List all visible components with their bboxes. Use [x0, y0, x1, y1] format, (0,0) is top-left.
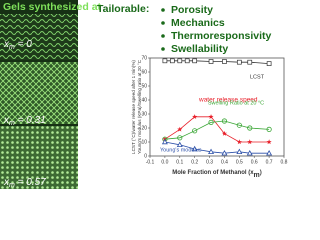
marker — [266, 149, 273, 156]
series-line — [164, 60, 270, 64]
panel-label-part: x — [3, 39, 10, 50]
panel-label-part: m — [9, 44, 15, 51]
marker — [177, 135, 183, 141]
x-axis-title-part: x — [250, 170, 254, 176]
bullet-dot — [161, 47, 165, 51]
marker — [266, 126, 272, 132]
series-label: Young's modulus — [160, 147, 202, 153]
y-tick-label: 60 — [141, 69, 147, 75]
marker — [221, 118, 228, 124]
marker — [169, 58, 175, 64]
page: {"header": {"left": "Gels synthesized at… — [0, 0, 288, 189]
marker — [208, 59, 214, 64]
marker — [192, 58, 198, 64]
x-tick-label: 0.4 — [221, 159, 228, 165]
x-tick-label: 0.1 — [176, 159, 183, 165]
micrograph — [0, 126, 78, 189]
marker — [236, 59, 242, 65]
header-left: Gels synthesized at — [3, 1, 102, 13]
graphic: Gels synthesized at Tailorable: Porosity… — [0, 0, 288, 189]
panel-label-part: x — [3, 177, 10, 188]
marker — [208, 114, 214, 119]
y-axis-title: Young's modulus (KPa)/Swelling ratio at … — [137, 59, 142, 154]
x-tick-label: 0.8 — [281, 159, 288, 165]
panel-label-part: = 0 — [15, 39, 32, 50]
series-line — [164, 116, 270, 143]
x-tick-label: 0.2 — [191, 159, 198, 165]
marker — [246, 149, 253, 156]
marker — [177, 126, 183, 132]
y-tick-label: 40 — [141, 97, 147, 103]
bullet-text: Mechanics — [171, 17, 225, 29]
marker — [236, 148, 243, 155]
marker — [161, 138, 168, 145]
x-tick-label: 0.3 — [206, 159, 213, 165]
marker — [221, 130, 228, 136]
x-tick-label: 0.7 — [266, 159, 273, 165]
marker — [208, 119, 214, 126]
panel-label-part: m — [9, 182, 15, 189]
marker — [236, 122, 242, 128]
bullet-dot — [161, 8, 165, 12]
marker — [236, 139, 242, 145]
panel-label: xm = 0 — [3, 39, 32, 52]
x-tick-label: 0.0 — [161, 159, 168, 165]
series-line — [164, 141, 270, 154]
x-tick-label: -0.1 — [146, 159, 155, 165]
marker — [176, 141, 183, 148]
header-middle: Tailorable: — [97, 3, 149, 15]
marker — [266, 139, 272, 145]
micrograph — [0, 14, 78, 60]
series-label: LCST — [250, 74, 265, 80]
panel-label-part: m — [9, 120, 15, 127]
series-label: Swelling Ratio at 20 °C — [208, 100, 264, 106]
bullet-text: Swellability — [171, 43, 228, 55]
marker — [222, 59, 227, 64]
x-axis-title: Mole Fraction of Methanol (xm) — [172, 170, 262, 180]
y-tick-label: 20 — [141, 125, 147, 131]
marker — [191, 145, 198, 152]
bullet-text: Porosity — [171, 4, 213, 16]
panel-label-part: x — [3, 115, 10, 126]
x-tick-label: 0.5 — [236, 159, 243, 165]
x-axis-title-part: ) — [260, 170, 262, 176]
bullet-dot — [161, 21, 165, 25]
y-tick-label: 70 — [141, 55, 147, 61]
panel-label: xm = 0.57 — [3, 177, 46, 189]
series-label: water release speed — [198, 97, 258, 104]
bullet-text: Thermoresponsivity — [171, 30, 272, 42]
panel-label: xm = 0.31 — [3, 115, 46, 128]
panel-label-part: = 0.57 — [15, 177, 46, 188]
y-tick-label: 10 — [141, 139, 147, 145]
marker — [266, 61, 272, 66]
micrograph — [0, 62, 78, 124]
x-axis-title-part: Mole Fraction of Methanol ( — [172, 170, 250, 176]
marker — [184, 58, 190, 64]
bullet-dot — [161, 34, 165, 38]
marker — [247, 125, 253, 131]
y-axis-title: LCST (°C)/water release speed after 1 mi… — [131, 60, 136, 154]
marker — [177, 58, 183, 64]
y-tick-label: 0 — [144, 153, 147, 159]
x-axis-title-part: m — [254, 172, 260, 179]
marker — [247, 59, 253, 65]
marker — [162, 58, 168, 64]
marker — [192, 128, 198, 134]
panel-label-part: = 0.31 — [15, 115, 46, 126]
series-line — [164, 120, 270, 140]
y-tick-label: 30 — [141, 111, 147, 117]
marker — [221, 149, 228, 156]
plot-frame — [149, 57, 285, 157]
y-tick-label: 50 — [141, 83, 147, 89]
marker — [208, 148, 215, 155]
x-tick-label: 0.6 — [251, 159, 258, 165]
marker — [192, 114, 198, 119]
marker — [247, 139, 253, 145]
